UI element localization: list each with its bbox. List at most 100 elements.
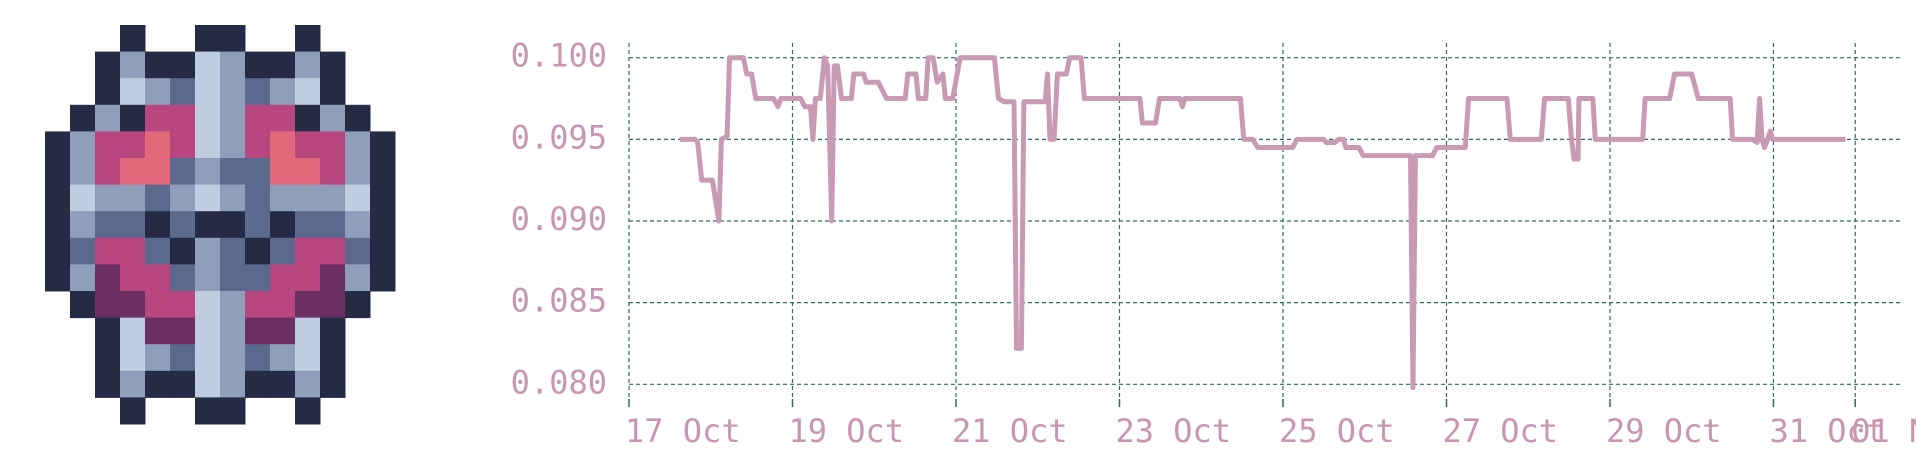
x-tick-label: 27 Oct: [1442, 412, 1558, 450]
icon-pixel: [120, 397, 146, 425]
icon-pixel: [170, 104, 196, 132]
y-tick-label: 0.090: [511, 200, 607, 238]
icon-pixel: [295, 211, 321, 239]
icon-pixel: [95, 184, 121, 212]
icon-pixel: [195, 78, 221, 106]
icon-pixel: [170, 184, 196, 212]
icon-pixel: [220, 158, 246, 186]
icon-pixel: [95, 51, 121, 79]
y-tick-label: 0.100: [511, 37, 607, 75]
icon-pixel: [70, 264, 96, 292]
icon-pixel: [170, 317, 196, 345]
x-tick-label: 21 Oct: [952, 412, 1068, 450]
icon-pixel: [295, 184, 321, 212]
icon-pixel: [120, 78, 146, 106]
icon-pixel: [345, 184, 371, 212]
icon-pixel: [220, 78, 246, 106]
icon-pixel: [170, 237, 196, 265]
icon-pixel: [270, 211, 296, 239]
icon-pixel: [220, 370, 246, 398]
icon-pixel: [145, 51, 171, 79]
icon-pixel: [170, 211, 196, 239]
icon-pixel: [120, 317, 146, 345]
icon-pixel: [120, 184, 146, 212]
icon-pixel: [295, 291, 321, 319]
icon-pixel: [195, 317, 221, 345]
icon-pixel: [370, 184, 396, 212]
y-tick-label: 0.080: [511, 363, 607, 401]
icon-pixel: [320, 131, 346, 159]
icon-pixel: [195, 397, 221, 425]
icon-pixel: [320, 51, 346, 79]
icon-pixel: [295, 131, 321, 159]
icon-pixel: [95, 158, 121, 186]
icon-pixel: [170, 370, 196, 398]
icon-pixel: [295, 51, 321, 79]
icon-pixel: [270, 264, 296, 292]
icon-pixel: [295, 264, 321, 292]
icon-pixel: [270, 237, 296, 265]
icon-pixel: [295, 317, 321, 345]
icon-pixel: [70, 184, 96, 212]
icon-pixel: [45, 131, 71, 159]
icon-pixel: [70, 237, 96, 265]
icon-pixel: [220, 237, 246, 265]
y-tick-label: 0.085: [511, 282, 607, 320]
icon-pixel: [245, 51, 271, 79]
icon-pixel: [295, 78, 321, 106]
icon-pixel: [270, 344, 296, 372]
icon-pixel: [345, 211, 371, 239]
icon-pixel: [95, 370, 121, 398]
x-tick-label: 17 Oct: [625, 412, 741, 450]
icon-pixel: [195, 104, 221, 132]
icon-pixel: [345, 237, 371, 265]
icon-pixel: [95, 291, 121, 319]
icon-pixel: [195, 370, 221, 398]
icon-pixel: [170, 344, 196, 372]
icon-pixel: [320, 344, 346, 372]
icon-pixel: [320, 291, 346, 319]
icon-pixel: [370, 264, 396, 292]
icon-pixel: [295, 237, 321, 265]
icon-pixel: [320, 211, 346, 239]
icon-pixel: [195, 158, 221, 186]
icon-pixel: [270, 317, 296, 345]
icon-pixel: [195, 184, 221, 212]
icon-pixel: [220, 344, 246, 372]
icon-pixel: [95, 131, 121, 159]
x-tick-label: 31 Oct: [1769, 412, 1885, 450]
icon-pixel: [145, 184, 171, 212]
icon-pixel: [345, 158, 371, 186]
icon-pixel: [145, 158, 171, 186]
icon-pixel: [320, 264, 346, 292]
icon-pixel: [195, 344, 221, 372]
icon-pixel: [220, 131, 246, 159]
x-tick-label: 23 Oct: [1115, 412, 1231, 450]
icon-pixel: [95, 104, 121, 132]
price-chart: 0.080 0.085 0.090 0.095 0.100 17 Oct 19 Oct 21 …: [511, 37, 1916, 450]
icon-pixel: [195, 131, 221, 159]
icon-pixel: [270, 78, 296, 106]
icon-pixel: [245, 237, 271, 265]
icon-pixel: [45, 264, 71, 292]
icon-pixel: [120, 344, 146, 372]
icon-pixel: [95, 344, 121, 372]
icon-pixel: [45, 237, 71, 265]
icon-pixel: [245, 104, 271, 132]
icon-pixel: [145, 317, 171, 345]
icon-pixel: [220, 264, 246, 292]
icon-pixel: [295, 104, 321, 132]
icon-pixel: [295, 397, 321, 425]
icon-pixel: [195, 264, 221, 292]
icon-pixel: [120, 211, 146, 239]
icon-pixel: [220, 184, 246, 212]
icon-pixel: [45, 184, 71, 212]
icon-pixel: [320, 370, 346, 398]
icon-pixel: [145, 344, 171, 372]
icon-pixel: [145, 131, 171, 159]
icon-pixel: [320, 317, 346, 345]
icon-pixel: [270, 104, 296, 132]
icon-pixel: [95, 264, 121, 292]
icon-pixel: [345, 264, 371, 292]
icon-pixel: [120, 291, 146, 319]
